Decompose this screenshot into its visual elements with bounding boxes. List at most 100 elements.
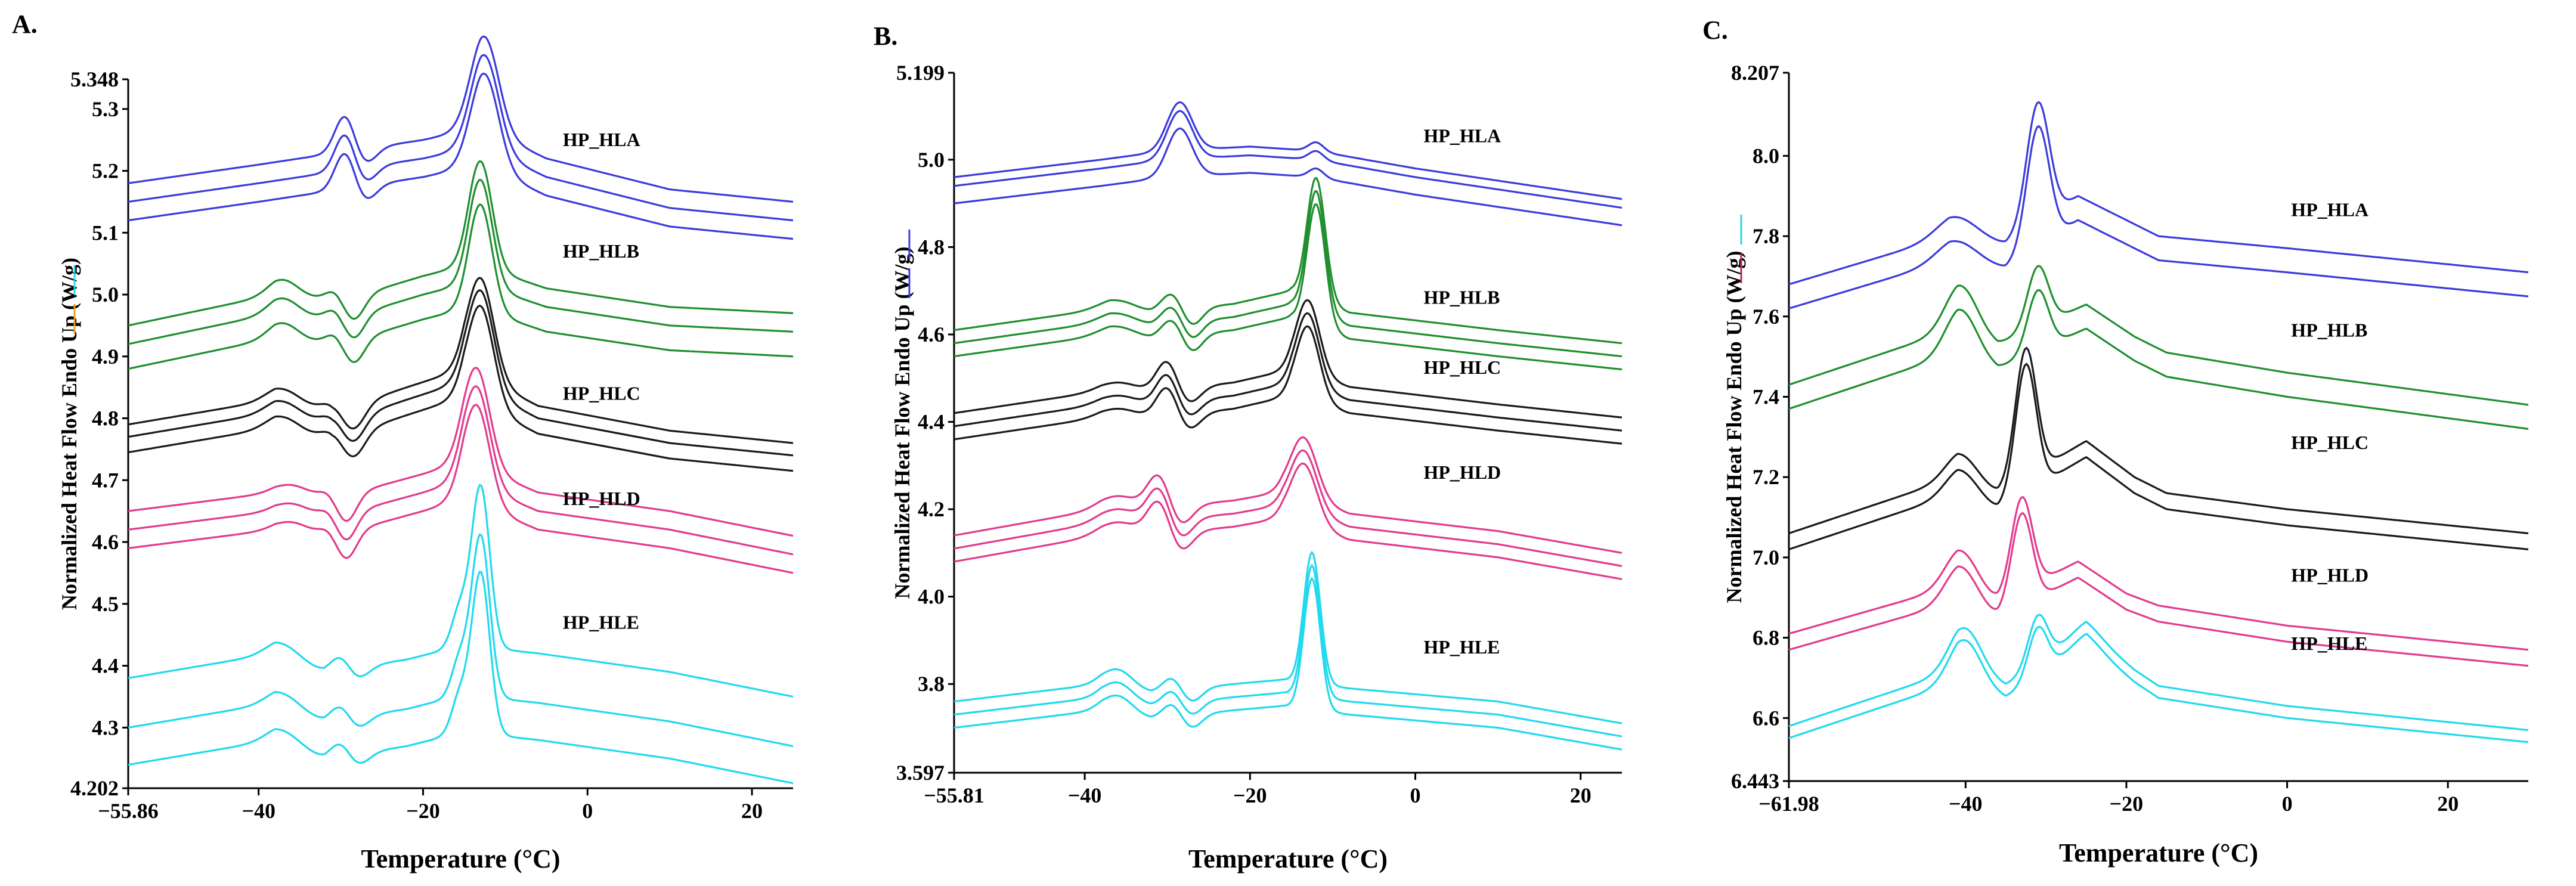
series-line: [1788, 346, 2529, 535]
series-label: HP_HLD: [1423, 461, 1501, 483]
x-tick-label: −55.86: [98, 799, 159, 823]
x-tick-label: 0: [1410, 783, 1421, 807]
y-tick-label: 4.0: [918, 585, 945, 609]
series-line: [953, 436, 1623, 554]
series-line: [128, 35, 794, 203]
series-hp-hle: HP_HLE: [1788, 614, 2529, 744]
x-tick-label: 20: [741, 799, 763, 823]
panel-b: B. 3.597 3.8 4.0 4.2 4.4 4.6 4.8 5.0 5.199 −55.81 −…: [874, 21, 1623, 873]
series-label: HP_HLC: [2291, 432, 2368, 453]
series-hp-hld: HP_HLD: [953, 436, 1623, 580]
x-tick-label: −55.81: [924, 783, 984, 807]
x-tick-label: −61.98: [1758, 792, 1819, 816]
series-line: [128, 533, 794, 747]
series-line: [953, 325, 1623, 445]
series-line: [1788, 101, 2529, 286]
panel-a: A. 4.202 4.3 4.4 4.5 4.6 4.7 4.8 4.9 5.0 5.1 5.2 5.3…: [12, 10, 794, 873]
series-label: HP_HLE: [1423, 636, 1500, 658]
panel-c: C. 6.443 6.6 6.8 7.0 7.2 7.4 7.6 7.8 8.0 8.207 −61.…: [1702, 16, 2529, 868]
series-hp-hla: HP_HLA: [128, 35, 794, 240]
series-line: [1788, 125, 2529, 309]
y-tick-label: 6.443: [1731, 769, 1779, 793]
y-tick-label: 4.2: [918, 497, 945, 521]
series-hp-hla: HP_HLA: [1788, 101, 2529, 309]
series-hp-hlc: HP_HLC: [953, 299, 1623, 445]
series-hp-hle: HP_HLE: [128, 484, 794, 785]
x-tick-label: 0: [582, 799, 593, 823]
series-line: [953, 563, 1623, 738]
series-line: [953, 190, 1623, 358]
y-tick-label: 7.0: [1753, 546, 1779, 569]
y-tick-label: 5.348: [70, 67, 119, 91]
x-tick-label: 20: [1570, 783, 1592, 807]
y-tick-label: 4.9: [92, 345, 119, 368]
y-tick-label: 4.7: [92, 468, 119, 492]
series-line: [953, 462, 1623, 580]
series-label: HP_HLE: [563, 611, 639, 633]
series-line: [953, 110, 1623, 209]
panel-letter: C.: [1702, 16, 1728, 45]
series-label: HP_HLA: [2291, 199, 2368, 220]
y-tick-label: 3.8: [918, 672, 945, 696]
series-label: HP_HLC: [563, 382, 640, 404]
series-line: [128, 54, 794, 222]
x-tick-label: 0: [2282, 792, 2293, 816]
series-line: [953, 127, 1623, 227]
y-tick-label: 4.202: [70, 776, 119, 800]
y-tick-label: 5.1: [92, 221, 119, 244]
series-hp-hld: HP_HLD: [128, 367, 794, 574]
series-label: HP_HLB: [2291, 319, 2367, 340]
y-tick-label: 5.199: [896, 61, 945, 85]
series-hp-hlc: HP_HLC: [1788, 346, 2529, 550]
series-line: [1788, 289, 2529, 430]
series-hp-hlb: HP_HLB: [953, 177, 1623, 371]
series-line: [953, 577, 1623, 751]
y-tick-label: 6.8: [1753, 626, 1779, 650]
y-tick-label: 3.597: [896, 761, 945, 785]
series-label: HP_HLB: [563, 240, 639, 262]
series-line: [953, 101, 1623, 200]
x-axis-title: Temperature (°C): [2059, 838, 2258, 868]
series-line: [1788, 265, 2529, 406]
x-axis-title: Temperature (°C): [361, 844, 560, 873]
y-tick-label: 7.4: [1753, 385, 1779, 408]
series-hp-hlb: HP_HLB: [128, 160, 794, 370]
y-axis-title: Normalized Heat Flow Endo Up (W/g): [1722, 251, 1746, 603]
series-line: [953, 177, 1623, 345]
series-line: [953, 550, 1623, 724]
series-line: [1788, 496, 2529, 651]
x-tick-label: −40: [1949, 792, 1983, 816]
series-hp-hle: HP_HLE: [953, 550, 1623, 751]
y-tick-label: 7.8: [1753, 224, 1779, 248]
y-axis-title: Normalized Heat Flow Endo Up (W/g): [57, 258, 81, 610]
x-tick-label: −40: [1068, 783, 1102, 807]
y-axis-title: Normalized Heat Flow Endo Up (W/g): [890, 247, 914, 599]
series-line: [128, 571, 794, 785]
y-tick-label: 4.3: [92, 715, 119, 739]
x-tick-label: −20: [406, 799, 440, 823]
series-line: [128, 484, 794, 698]
series-line: [128, 404, 794, 574]
series-line: [953, 449, 1623, 567]
y-tick-label: 4.6: [918, 323, 945, 346]
x-tick-label: −40: [242, 799, 275, 823]
series-line: [953, 203, 1623, 371]
y-tick-label: 5.0: [92, 283, 119, 306]
y-tick-label: 4.8: [918, 235, 945, 259]
x-tick-label: −20: [1233, 783, 1267, 807]
series-hp-hlb: HP_HLB: [1788, 265, 2529, 430]
series-hp-hlc: HP_HLC: [128, 277, 794, 472]
y-tick-label: 8.0: [1753, 144, 1779, 168]
series-label: HP_HLC: [1423, 357, 1501, 378]
series-line: [128, 203, 794, 370]
series-line: [953, 312, 1623, 432]
y-tick-label: 8.207: [1731, 61, 1779, 85]
series-line: [1788, 512, 2529, 667]
series-line: [128, 178, 794, 345]
series-line: [128, 289, 794, 457]
series-line: [128, 367, 794, 537]
series-hp-hld: HP_HLD: [1788, 496, 2529, 667]
series-line: [128, 385, 794, 556]
y-tick-label: 5.0: [918, 148, 945, 172]
